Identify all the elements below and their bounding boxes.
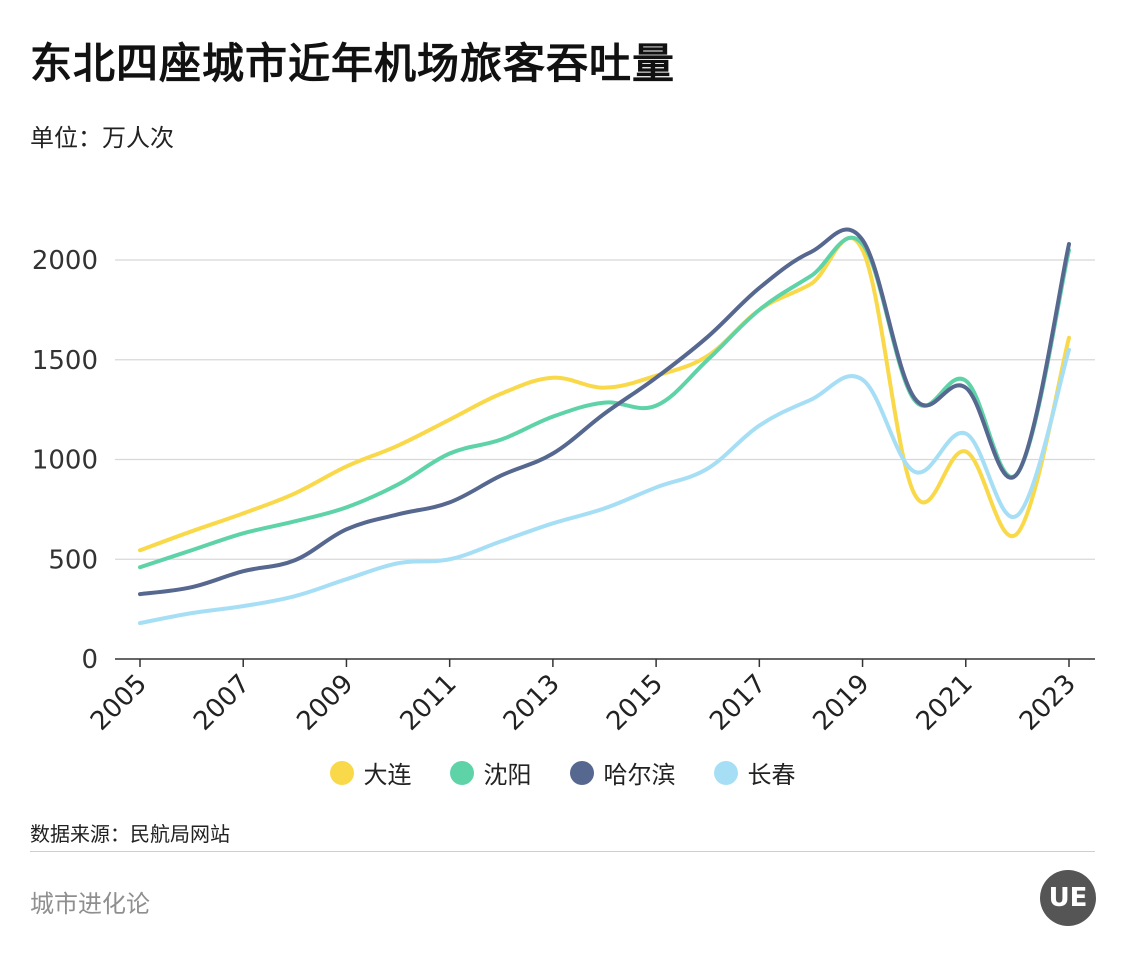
x-tick-label: 2015	[601, 669, 669, 737]
series-line-4	[138, 347, 1071, 626]
legend-label: 大连	[363, 761, 412, 789]
y-tick-label: 0	[81, 645, 98, 675]
x-tick-label: 2005	[85, 669, 153, 737]
legend: 大连 沈阳 哈尔滨 长春	[0, 755, 1125, 790]
series-line-3	[138, 227, 1071, 597]
x-tick-label: 2009	[291, 669, 359, 737]
legend-marker	[713, 760, 738, 785]
divider	[30, 851, 1095, 852]
line-chart: 0 500 1000 1500 2000 2005 2007 2009 2011 2013 201…	[32, 227, 1095, 737]
legend-marker	[569, 760, 594, 785]
x-tick-label: 2017	[704, 669, 772, 737]
brand-logo: UE	[1040, 870, 1096, 926]
x-tick-label: 2011	[395, 669, 463, 737]
legend-item: 哈尔滨	[569, 755, 676, 790]
series-line-2	[138, 235, 1071, 570]
y-tick-label: 500	[48, 545, 98, 575]
y-tick-label: 1500	[32, 346, 98, 376]
y-tick-label: 1000	[32, 446, 98, 476]
legend-marker	[449, 760, 474, 785]
x-axis	[115, 658, 1095, 667]
legend-marker	[329, 760, 354, 785]
legend-label: 长春	[747, 761, 796, 789]
legend-label: 哈尔滨	[603, 761, 676, 789]
x-tick-label: 2021	[911, 669, 979, 737]
x-tick-label: 2013	[498, 669, 566, 737]
chart-title: 东北四座城市近年机场旅客吞吐量	[30, 39, 676, 88]
x-tick-label: 2007	[188, 669, 256, 737]
x-tick-label: 2023	[1014, 669, 1082, 737]
legend-item: 长春	[713, 755, 796, 790]
legend-label: 沈阳	[483, 761, 532, 789]
y-axis-labels: 0 500 1000 1500 2000	[32, 246, 98, 675]
brand-name: 城市进化论	[30, 890, 150, 918]
series-line-1	[138, 235, 1071, 553]
x-axis-labels: 2005 2007 2009 2011 2013 2015 2017 2019 2021 2023	[85, 669, 1082, 737]
data-source: 数据来源：民航局网站	[30, 822, 230, 846]
series-lines	[138, 227, 1071, 626]
legend-item: 大连	[329, 755, 412, 790]
unit-label: 单位：万人次	[30, 124, 174, 152]
x-tick-label: 2019	[808, 669, 876, 737]
logo-text: UE	[1048, 883, 1088, 913]
legend-item: 沈阳	[449, 755, 532, 790]
grid-lines	[115, 259, 1095, 560]
y-tick-label: 2000	[32, 246, 98, 276]
